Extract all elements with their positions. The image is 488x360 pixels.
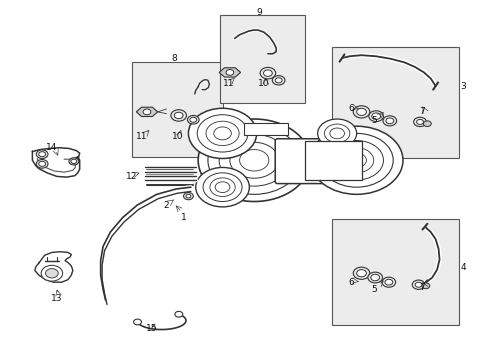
- Text: 12: 12: [125, 172, 137, 181]
- Circle shape: [187, 116, 199, 124]
- Circle shape: [205, 121, 239, 145]
- Text: 13: 13: [51, 294, 62, 303]
- Circle shape: [423, 121, 430, 127]
- Circle shape: [188, 108, 256, 158]
- Polygon shape: [219, 68, 240, 77]
- Circle shape: [370, 274, 379, 281]
- Text: 14: 14: [46, 143, 58, 152]
- Circle shape: [174, 112, 183, 119]
- Circle shape: [356, 108, 366, 116]
- Text: 5: 5: [370, 285, 376, 294]
- Bar: [305, 140, 361, 180]
- Text: 15: 15: [146, 324, 157, 333]
- Circle shape: [263, 70, 272, 76]
- Circle shape: [229, 142, 278, 178]
- Circle shape: [45, 269, 58, 278]
- Circle shape: [414, 282, 421, 287]
- Text: 7: 7: [419, 283, 425, 292]
- Circle shape: [260, 67, 275, 79]
- Circle shape: [175, 311, 183, 317]
- Text: 9: 9: [256, 8, 262, 17]
- Circle shape: [310, 126, 402, 194]
- Circle shape: [413, 117, 426, 127]
- Circle shape: [367, 272, 382, 283]
- Circle shape: [352, 267, 369, 279]
- Circle shape: [346, 153, 366, 167]
- Circle shape: [416, 120, 423, 125]
- Circle shape: [185, 194, 190, 198]
- Text: 6: 6: [347, 104, 353, 113]
- Circle shape: [36, 150, 48, 158]
- Circle shape: [170, 110, 186, 121]
- Polygon shape: [136, 107, 158, 117]
- Circle shape: [39, 152, 45, 157]
- Circle shape: [41, 265, 62, 281]
- Circle shape: [371, 113, 380, 120]
- Circle shape: [195, 167, 249, 207]
- Circle shape: [411, 280, 424, 289]
- Text: 10: 10: [258, 79, 269, 88]
- Text: 11: 11: [222, 79, 234, 88]
- Text: 3: 3: [459, 82, 465, 91]
- Circle shape: [239, 149, 268, 171]
- Text: 5: 5: [370, 116, 376, 125]
- Circle shape: [329, 140, 383, 180]
- Circle shape: [352, 106, 369, 118]
- Circle shape: [382, 116, 396, 126]
- Circle shape: [368, 111, 383, 122]
- Circle shape: [198, 119, 310, 202]
- Circle shape: [69, 158, 79, 165]
- Text: 7: 7: [419, 107, 425, 116]
- Circle shape: [39, 161, 45, 166]
- Text: 4: 4: [459, 264, 465, 273]
- Circle shape: [225, 69, 233, 75]
- Circle shape: [207, 126, 300, 194]
- Bar: [331, 220, 458, 325]
- Circle shape: [143, 109, 151, 115]
- Circle shape: [209, 178, 235, 197]
- Circle shape: [71, 159, 77, 163]
- Circle shape: [421, 283, 429, 289]
- Circle shape: [213, 127, 231, 140]
- Circle shape: [203, 173, 242, 202]
- Circle shape: [275, 78, 282, 83]
- Circle shape: [384, 279, 392, 285]
- Circle shape: [356, 270, 366, 277]
- Circle shape: [385, 118, 393, 124]
- Text: 1: 1: [180, 213, 186, 222]
- Text: 8: 8: [171, 54, 176, 63]
- Circle shape: [320, 134, 392, 187]
- Circle shape: [329, 128, 344, 139]
- Bar: [244, 123, 288, 135]
- Circle shape: [36, 159, 48, 168]
- FancyBboxPatch shape: [275, 139, 343, 184]
- Circle shape: [215, 182, 229, 193]
- Bar: [132, 62, 222, 157]
- Bar: [220, 15, 305, 103]
- Circle shape: [339, 148, 373, 173]
- Circle shape: [219, 134, 289, 186]
- Text: 2: 2: [163, 201, 169, 210]
- Circle shape: [272, 76, 285, 85]
- Text: 10: 10: [171, 132, 183, 141]
- Circle shape: [133, 319, 141, 325]
- Circle shape: [189, 117, 196, 122]
- Circle shape: [197, 115, 247, 152]
- Circle shape: [317, 119, 356, 148]
- Text: 6: 6: [347, 278, 353, 287]
- Bar: [331, 47, 458, 158]
- Text: 11: 11: [136, 132, 147, 141]
- Circle shape: [183, 193, 193, 200]
- Circle shape: [381, 277, 395, 287]
- Circle shape: [324, 124, 349, 143]
